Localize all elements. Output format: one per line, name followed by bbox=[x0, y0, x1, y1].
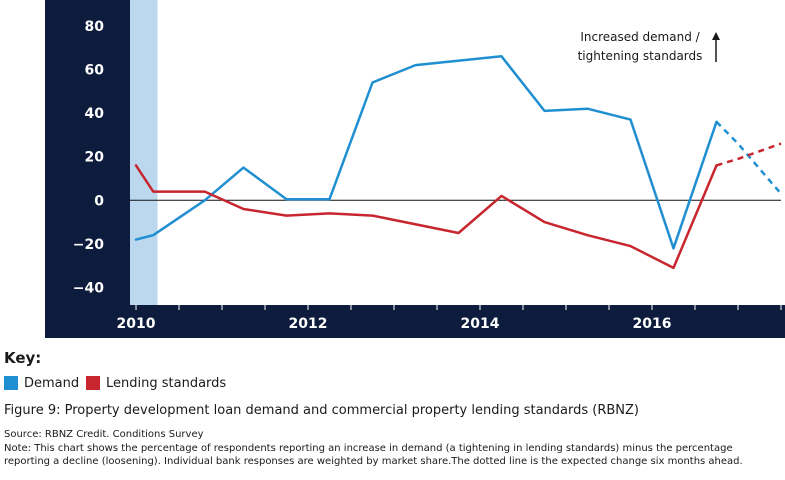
y-tick-labels: 80 60 40 20 0 −20 −40 bbox=[73, 19, 104, 297]
shaded-2010-band bbox=[130, 0, 158, 305]
series-projection-demand bbox=[715, 120, 782, 195]
y-tick-label: 20 bbox=[85, 150, 105, 166]
series-projection-lending-standards bbox=[716, 142, 782, 167]
y-axis-panel bbox=[45, 0, 130, 305]
legend-item-lending: Lending standards bbox=[86, 374, 226, 392]
annotation-line-2: tightening standards bbox=[578, 49, 703, 63]
y-tick-label: 0 bbox=[94, 193, 104, 209]
key-title: Key: bbox=[4, 349, 42, 367]
y-tick-label: −20 bbox=[73, 237, 104, 253]
series-line-demand bbox=[134, 55, 718, 250]
y-tick-label: 80 bbox=[85, 19, 105, 35]
series-line-lending-standards bbox=[134, 164, 718, 270]
x-tick-label: 2010 bbox=[117, 316, 156, 332]
up-arrow-icon bbox=[712, 32, 720, 62]
legend-swatch-demand bbox=[4, 376, 18, 390]
y-axis-label: Percentage % bbox=[14, 84, 32, 201]
legend-swatch-lending bbox=[86, 376, 100, 390]
x-tick-label: 2014 bbox=[461, 316, 500, 332]
x-axis-panel bbox=[45, 305, 785, 338]
x-tick-labels: 2010 2012 2014 2016 bbox=[117, 316, 672, 332]
annotation-line-1: Increased demand / bbox=[580, 30, 700, 44]
x-tick-marks bbox=[135, 305, 782, 310]
y-tick-label: 40 bbox=[85, 106, 105, 122]
x-tick-label: 2016 bbox=[633, 316, 672, 332]
source-text: Source: RBNZ Credit. Conditions Survey bbox=[4, 429, 204, 440]
note-text: Note: This chart shows the percentage of… bbox=[4, 443, 743, 467]
x-tick-label: 2012 bbox=[289, 316, 328, 332]
chart: 80 60 40 20 0 −20 −40 2010 2012 2014 2016 Percent… bbox=[14, 0, 785, 338]
series-layer bbox=[134, 55, 782, 270]
figure-caption: Figure 9: Property development loan dema… bbox=[4, 403, 640, 418]
legend-label-lending: Lending standards bbox=[106, 375, 227, 391]
legend-item-demand: Demand bbox=[4, 374, 79, 392]
y-tick-label: 60 bbox=[85, 62, 105, 78]
legend-label-demand: Demand bbox=[24, 375, 80, 391]
y-tick-label: −40 bbox=[73, 281, 104, 297]
